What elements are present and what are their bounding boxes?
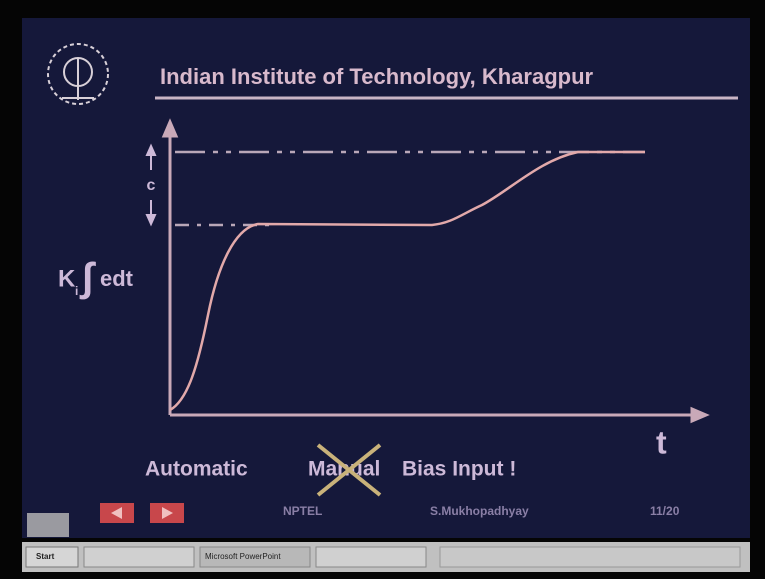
caption-automatic: Automatic [145,458,248,481]
system-tray [440,547,740,567]
caption-manual: Manual [308,458,380,481]
task-label: Microsoft PowerPoint [205,552,281,561]
footer-page: 11/20 [650,504,680,518]
ylabel-integrand: edt [100,266,134,291]
ylabel-subscript: i [75,284,78,298]
task-button[interactable] [316,547,426,567]
gap-label: c [147,177,156,194]
footer-org: NPTEL [283,504,322,518]
start-label: Start [36,552,55,561]
slide-thumb-button[interactable] [27,513,69,537]
task-button[interactable] [84,547,194,567]
slide-title: Indian Institute of Technology, Kharagpu… [160,64,594,89]
caption-rest: Bias Input ! [402,458,516,481]
screen: Indian Institute of Technology, Kharagpu… [0,0,765,579]
page: { "header": {"title": "Indian Institute … [0,0,765,579]
xlabel: t [656,424,667,460]
ylabel-base: K [58,265,76,292]
footer-author: S.Mukhopadhyay [430,504,529,518]
